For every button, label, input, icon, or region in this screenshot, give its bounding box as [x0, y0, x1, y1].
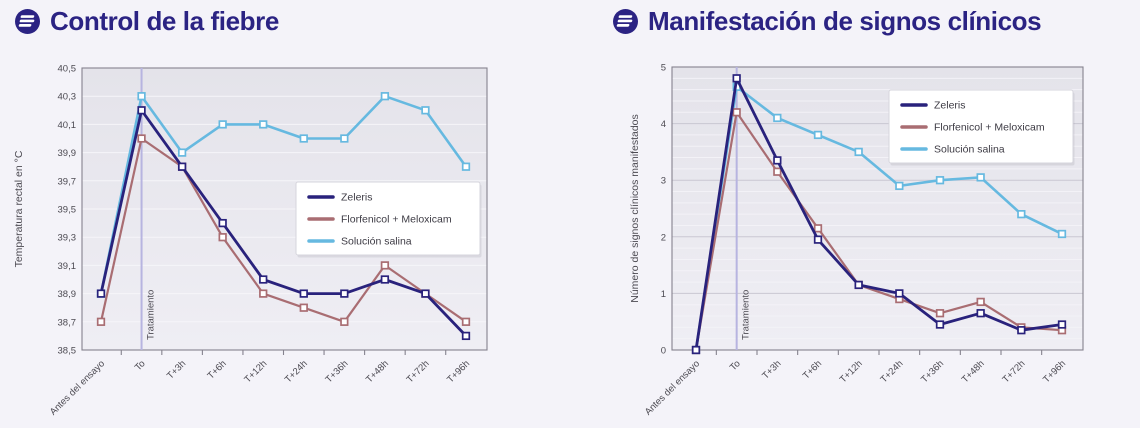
clinical-signs-chart: Tratamiento 0 1 2 3 4 5 Antes del ensayo To T+3h T… [629, 63, 1084, 418]
x-tick-label: T+48h [364, 358, 391, 385]
x-tick-label: To [728, 358, 743, 373]
legend-label: Zeleris [934, 100, 966, 112]
svg-text:4: 4 [661, 119, 666, 130]
x-tick-label: T+72h [405, 358, 432, 385]
svg-text:38,9: 38,9 [58, 289, 77, 300]
svg-text:5: 5 [661, 63, 666, 74]
treatment-label: Tratamiento [146, 290, 157, 340]
svg-text:0: 0 [661, 346, 666, 357]
fever-title-block: Control de la fiebre [14, 6, 279, 37]
signs-chart-title: Manifestación de signos clínicos [648, 6, 1042, 36]
series-soluci-n-salina [96, 92, 471, 298]
series-zeleris [691, 74, 1067, 355]
svg-text:39,9: 39,9 [58, 148, 77, 159]
svg-text:40,1: 40,1 [58, 120, 77, 131]
legend: Zeleris Florfenicol + Meloxicam Solución s… [888, 89, 1075, 166]
x-tick-label: T+96h [445, 358, 472, 385]
legend-label: Solución salina [341, 236, 412, 248]
x-tick-label: T+24h [878, 358, 905, 385]
svg-text:39,7: 39,7 [58, 176, 77, 187]
x-tick-label: T+72h [1000, 358, 1027, 385]
svg-text:40,3: 40,3 [58, 92, 77, 103]
series-zeleris [96, 106, 471, 341]
x-tick-label: T+3h [165, 358, 188, 381]
striped-sphere-logo-icon [14, 8, 41, 35]
x-tick-label: T+6h [206, 358, 229, 381]
legend-label: Florfenicol + Meloxicam [341, 214, 452, 226]
svg-text:39,3: 39,3 [58, 233, 77, 244]
legend: Zeleris Florfenicol + Meloxicam Solución s… [295, 181, 482, 258]
x-tick-label: T+36h [919, 358, 946, 385]
x-tick-label: T+12h [838, 358, 865, 385]
svg-text:40,5: 40,5 [58, 64, 77, 75]
legend-label: Zeleris [341, 192, 373, 204]
x-tick-label: T+48h [960, 358, 987, 385]
striped-sphere-logo-icon [612, 8, 639, 35]
x-tick-label: T+36h [323, 358, 350, 385]
x-tick-label: T+96h [1041, 358, 1068, 385]
x-tick-label: T+3h [760, 358, 783, 381]
treatment-label: Tratamiento [741, 290, 752, 340]
signs-title-block: Manifestación de signos clínicos [612, 6, 1042, 37]
fever-control-chart: Tratamiento 38,5 38,7 38,9 39,1 39,3 39,5 39,7 3… [13, 64, 488, 418]
svg-text:38,7: 38,7 [58, 317, 77, 328]
y-axis-label: Número de signos clínicos manifestados [629, 114, 641, 303]
legend-label: Florfenicol + Meloxicam [934, 122, 1045, 134]
y-axis-label: Temperatura rectal en °C [13, 150, 25, 267]
svg-text:3: 3 [661, 176, 666, 187]
x-tick-label: To [133, 358, 148, 373]
svg-text:1: 1 [661, 289, 666, 300]
fever-chart-title: Control de la fiebre [50, 6, 279, 36]
legend-label: Solución salina [934, 144, 1005, 156]
x-tick-label: T+24h [283, 358, 310, 385]
x-tick-label: Antes del ensayo [643, 358, 702, 417]
svg-text:39,5: 39,5 [58, 205, 77, 216]
svg-text:39,1: 39,1 [58, 261, 77, 272]
x-tick-label: Antes del ensayo [48, 358, 107, 417]
svg-text:2: 2 [661, 232, 666, 243]
x-tick-label: T+6h [801, 358, 824, 381]
svg-text:38,5: 38,5 [58, 346, 77, 357]
x-tick-label: T+12h [242, 358, 269, 385]
